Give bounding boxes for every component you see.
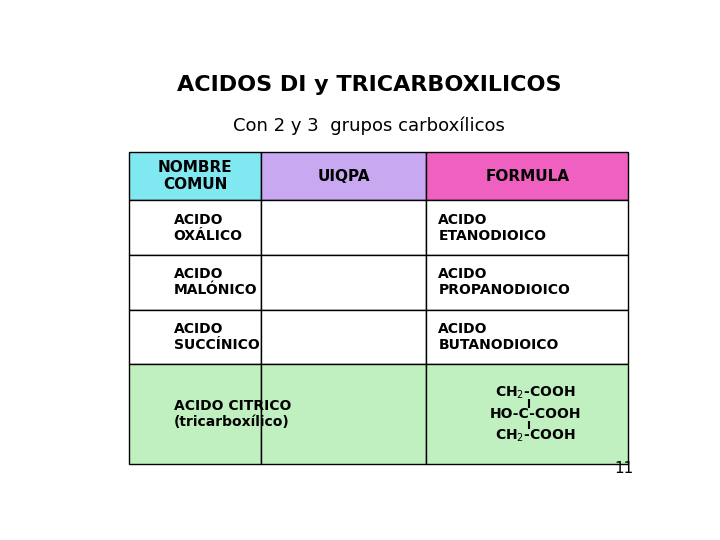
Text: Con 2 y 3  grupos carboxílicos: Con 2 y 3 grupos carboxílicos	[233, 117, 505, 136]
Text: ACIDO
BUTANODIOICO: ACIDO BUTANODIOICO	[438, 322, 559, 352]
Text: ACIDO
SUCCÍNICO: ACIDO SUCCÍNICO	[174, 322, 259, 352]
Text: ACIDO
PROPANODIOICO: ACIDO PROPANODIOICO	[438, 267, 570, 298]
Text: CH$_2$-COOH: CH$_2$-COOH	[495, 428, 576, 444]
Text: FORMULA: FORMULA	[485, 169, 570, 184]
Text: CH$_2$-COOH: CH$_2$-COOH	[495, 384, 576, 401]
Text: 11: 11	[615, 462, 634, 476]
Text: ACIDO
MALÓNICO: ACIDO MALÓNICO	[174, 267, 257, 298]
Text: ACIDO
OXÁLICO: ACIDO OXÁLICO	[174, 213, 243, 243]
Text: NOMBRE
COMUN: NOMBRE COMUN	[158, 160, 233, 192]
Text: HO-C-COOH: HO-C-COOH	[490, 407, 582, 421]
Text: ACIDOS DI y TRICARBOXILICOS: ACIDOS DI y TRICARBOXILICOS	[176, 75, 562, 95]
Text: ACIDO CITRICO
(tricarboxílico): ACIDO CITRICO (tricarboxílico)	[174, 399, 291, 429]
Text: ACIDO
ETANODIOICO: ACIDO ETANODIOICO	[438, 213, 546, 243]
Text: UIQPA: UIQPA	[318, 169, 370, 184]
